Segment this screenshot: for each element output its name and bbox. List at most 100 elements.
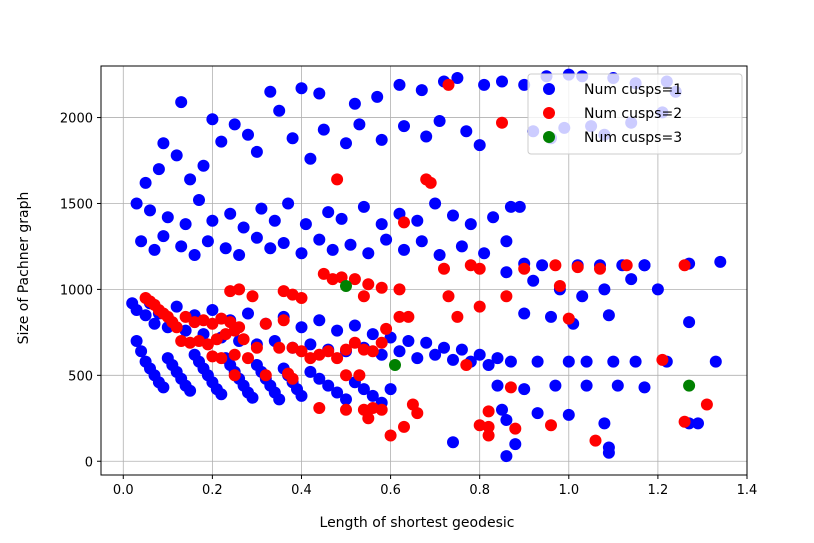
x-tick-label: 1.2 — [648, 483, 669, 498]
data-point — [460, 359, 473, 371]
data-point — [389, 359, 401, 371]
y-tick-label: 1500 — [60, 197, 93, 212]
data-point — [295, 389, 308, 402]
data-point — [491, 352, 504, 365]
data-point — [348, 97, 361, 110]
y-axis-label: Size of Pachner graph — [16, 192, 32, 345]
data-point — [598, 283, 611, 296]
data-point — [500, 414, 513, 426]
data-point — [148, 243, 161, 256]
data-point — [348, 336, 361, 349]
data-point — [353, 118, 366, 131]
data-point — [496, 75, 508, 88]
data-point — [348, 273, 361, 286]
legend: Num cusps=1 Num cusps=2 Num cusps=3 — [527, 73, 743, 155]
data-point — [179, 310, 192, 323]
data-point — [549, 379, 562, 392]
data-point — [179, 218, 192, 231]
x-axis-label: Length of shortest geodesic — [320, 515, 515, 531]
data-point — [184, 173, 197, 186]
data-point — [447, 353, 459, 366]
data-point — [215, 352, 228, 365]
data-point — [170, 321, 183, 334]
data-point — [451, 72, 464, 84]
data-point — [602, 309, 615, 322]
data-point — [473, 348, 486, 361]
data-point — [482, 405, 495, 418]
series-3 — [340, 280, 696, 392]
data-point — [442, 78, 455, 91]
data-point — [598, 417, 611, 430]
data-point — [188, 249, 201, 261]
data-point — [237, 333, 250, 346]
data-point — [562, 355, 575, 368]
data-point — [175, 335, 188, 347]
data-point — [366, 328, 379, 341]
data-point — [139, 309, 152, 322]
data-point — [366, 389, 379, 402]
data-point — [201, 235, 214, 248]
plot-frame — [100, 65, 748, 476]
data-point — [375, 133, 388, 146]
data-point — [447, 209, 459, 222]
data-point — [357, 200, 370, 213]
data-point — [545, 419, 557, 432]
data-point — [429, 197, 442, 210]
data-point — [447, 436, 459, 449]
data-point — [357, 290, 370, 303]
data-point — [170, 300, 183, 313]
data-point — [295, 247, 308, 260]
data-point — [331, 173, 344, 186]
data-point — [375, 281, 388, 294]
y-tick-label: 0 — [85, 455, 93, 470]
data-point — [250, 145, 263, 158]
x-tick-label: 1.0 — [558, 483, 579, 498]
data-point — [714, 255, 727, 268]
data-point — [304, 338, 317, 351]
legend-label: Num cusps=3 — [584, 130, 682, 146]
data-point — [175, 240, 188, 253]
data-point — [553, 280, 566, 292]
y-tick-label: 1000 — [60, 283, 93, 298]
x-tick-label: 0.2 — [202, 483, 223, 498]
data-point — [206, 317, 219, 330]
data-point — [638, 259, 651, 272]
x-tick-label: 1.4 — [737, 483, 758, 498]
data-point — [340, 280, 352, 292]
data-point — [384, 429, 397, 442]
data-point — [242, 128, 254, 141]
data-point — [473, 139, 486, 152]
data-point — [170, 149, 183, 162]
data-point — [313, 233, 326, 246]
data-point — [496, 116, 508, 129]
data-point — [366, 402, 379, 414]
data-point — [536, 259, 549, 272]
x-tick-label: 0.0 — [113, 483, 134, 498]
y-tick-label: 2000 — [60, 112, 93, 127]
data-point — [420, 336, 433, 349]
data-point — [415, 84, 428, 97]
data-point — [215, 135, 228, 148]
data-point — [415, 235, 428, 248]
data-point — [224, 285, 237, 298]
data-point — [549, 259, 562, 272]
data-point — [224, 207, 237, 220]
data-point — [500, 266, 513, 279]
data-point — [326, 243, 339, 256]
data-point — [242, 352, 254, 365]
data-point — [438, 341, 450, 354]
data-point — [362, 247, 375, 260]
data-point — [607, 355, 620, 368]
data-point — [228, 324, 241, 337]
data-point — [402, 310, 415, 323]
data-point — [398, 216, 410, 229]
data-point — [273, 393, 286, 406]
data-point — [228, 369, 241, 382]
data-point — [161, 211, 174, 224]
data-point — [152, 163, 165, 176]
data-point — [433, 249, 446, 261]
data-point — [304, 365, 317, 378]
data-point — [313, 402, 326, 414]
data-point — [277, 314, 290, 327]
data-point — [433, 115, 446, 127]
